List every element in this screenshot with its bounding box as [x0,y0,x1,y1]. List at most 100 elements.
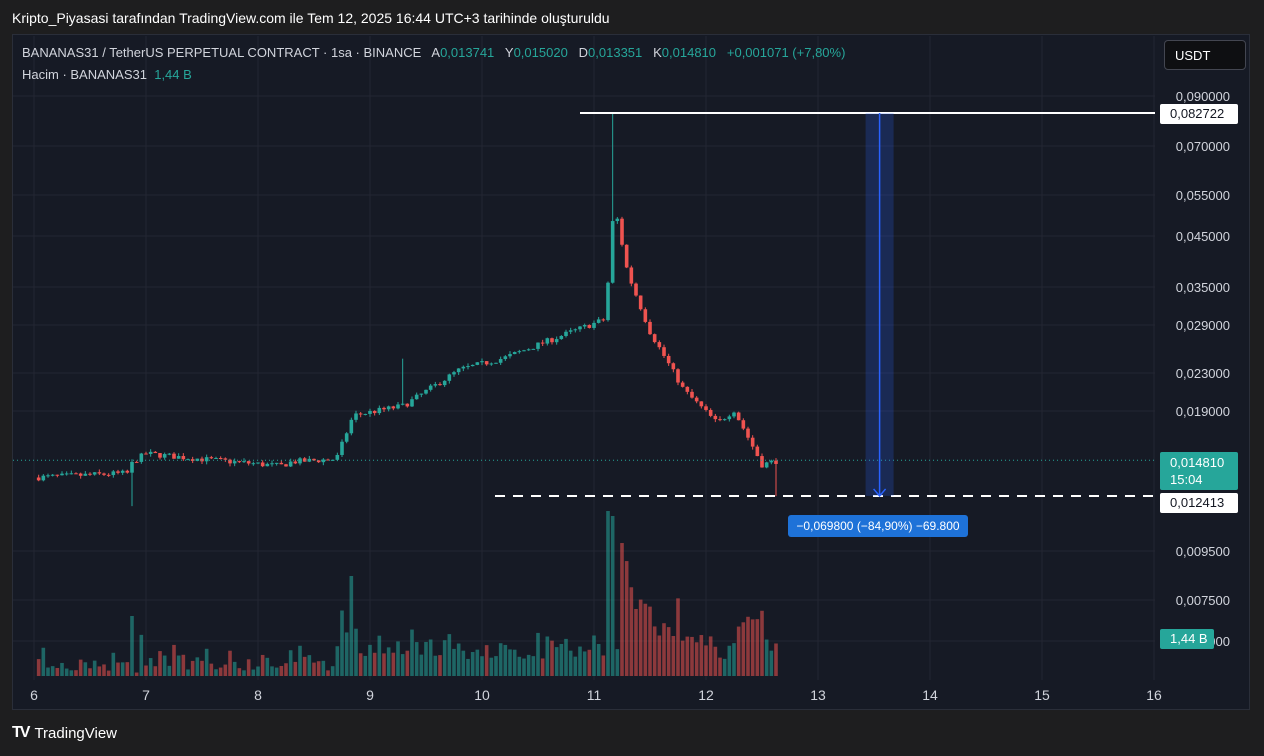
volume-bar [634,608,638,676]
candle-body [718,419,722,421]
x-tick-label: 14 [922,687,938,703]
volume-bar [195,657,200,676]
volume-bar [624,561,629,676]
grid-lines [13,36,1155,680]
candle-body [746,428,750,438]
y-tick-label: 0,029000 [1176,318,1230,333]
price-axis: 0,090000 0,070000 0,055000 0,045000 0,035000… [1176,89,1230,649]
volume-bar [699,635,704,676]
close-value: 0,014810 [661,45,717,60]
x-tick-label: 16 [1146,687,1162,703]
volume-bar [354,628,358,676]
volume-bar [484,645,489,676]
volume-legend: Hacim · BANANAS31 1,44 B [22,67,192,82]
candle-body [242,461,246,463]
volume-bar [447,634,452,676]
volume-bar [153,666,158,676]
candle-body [489,363,494,365]
volume-bar [526,654,531,676]
volume-bar [428,639,433,676]
volume-bar [102,664,106,676]
volume-bar [41,647,46,676]
volume-bar [704,645,708,676]
volume-bar [508,649,512,676]
volume-bar [452,648,456,676]
candle-body [326,459,330,461]
x-tick-label: 10 [474,687,490,703]
candle-body [531,348,536,350]
volume-bar [116,662,120,676]
volume-bar [615,649,620,676]
symbol-title[interactable]: BANANAS31 / TetherUS PERPETUAL CONTRACT … [22,45,422,60]
volume-bar [652,626,657,676]
close-label: K [653,45,662,60]
volume-bar [419,654,424,676]
volume-bar [148,658,153,676]
volume-bar [620,543,624,676]
candle-body [36,477,41,481]
volume-bar [433,655,438,676]
candle-body [648,321,652,335]
volume-bar [545,636,550,676]
volume-bar [46,667,50,676]
volume-bar [242,670,246,676]
y-tick-label: 0,023000 [1176,366,1230,381]
volume-bar [204,648,209,676]
candle-body [41,475,46,481]
tradingview-logo-icon: TV [12,724,31,741]
volume-bar [606,511,610,676]
candle-body [484,361,489,365]
candle-body [97,472,102,474]
candle-body [503,356,508,360]
currency-button[interactable]: USDT [1164,40,1246,70]
volume-bar [265,657,270,676]
candle-body [760,456,764,468]
candle-body [568,330,573,332]
candle-body [83,473,88,476]
candle-body [354,413,358,420]
y-tick-label: 0,007500 [1176,593,1230,608]
candle-body [55,474,60,476]
candle-body [620,218,624,245]
volume-bar [232,661,237,676]
volume-bar [769,650,774,676]
candle-body [298,458,302,464]
candle-body [349,419,354,434]
volume-bar [88,668,92,676]
candle-body [657,342,662,348]
measure-arrow-head [873,488,887,498]
volume-bar [335,646,340,676]
volume-value: 1,44 B [154,67,192,82]
y-tick-label: 0,055000 [1176,188,1230,203]
volume-bar [176,655,181,676]
candle-body [172,453,176,459]
candle-body [186,459,190,461]
candle-body [256,462,260,464]
volume-bar [676,598,680,676]
volume-bar [713,646,718,676]
candle-body [694,397,699,402]
x-tick-label: 6 [30,687,38,703]
volume-bar [685,636,690,676]
volume-bar [690,636,694,676]
candle-body [480,361,484,363]
volume-bar [638,599,643,676]
candle-body [232,461,237,464]
candle-body [629,267,634,284]
candle-body [377,407,382,414]
candle-body [606,282,610,321]
measure-label: −0,069800 (−84,90%) −69.800 [788,515,968,537]
volume-bar [186,669,190,676]
tradingview-logo[interactable]: TV TradingView [12,724,117,742]
volume-bar [64,668,69,676]
candle-body [638,295,643,310]
candle-body [284,464,288,467]
volume-bar [293,661,298,676]
volume-bar [438,655,442,676]
volume-bar [218,667,223,676]
volume-bar [330,666,335,676]
high-price-tag: 0,082722 [1160,104,1238,124]
candle-body [755,446,760,457]
high-value: 0,015020 [513,45,568,60]
